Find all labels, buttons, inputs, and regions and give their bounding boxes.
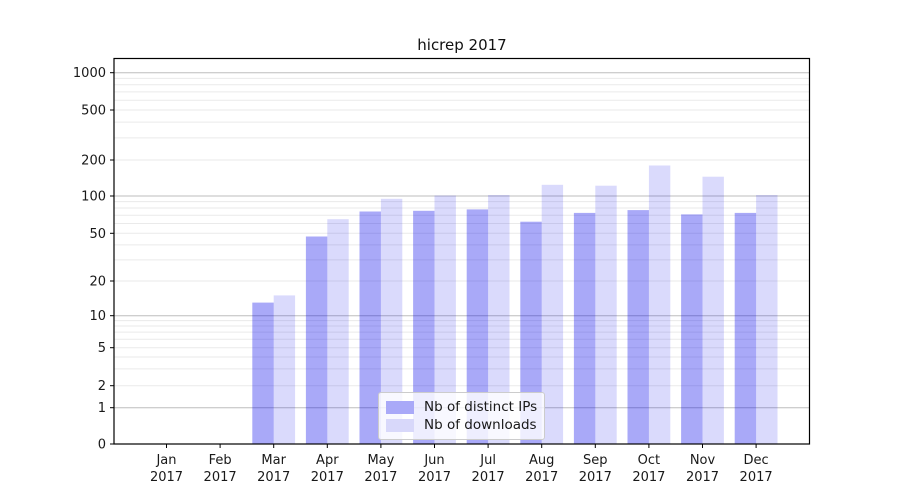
x-tick-label-month: Feb <box>209 453 232 468</box>
x-tick-label-month: Mar <box>261 453 286 468</box>
bar-distinct-ips <box>520 221 542 444</box>
x-tick-label-month: Dec <box>744 453 769 468</box>
x-tick-label-year: 2017 <box>364 470 397 485</box>
x-tick-label-year: 2017 <box>579 470 612 485</box>
bar-downloads <box>756 195 778 444</box>
chart-title: hicrep 2017 <box>417 36 507 54</box>
bar-downloads <box>327 219 349 444</box>
x-tick-label-year: 2017 <box>257 470 290 485</box>
x-tick-label-month: Jun <box>423 453 444 468</box>
y-tick-label: 1000 <box>73 66 106 81</box>
y-tick-label: 0 <box>98 438 106 453</box>
x-tick-label-year: 2017 <box>311 470 344 485</box>
legend-swatch-downloads-icon <box>386 418 414 432</box>
x-tick-label-year: 2017 <box>632 470 665 485</box>
bar-downloads <box>380 198 403 444</box>
bar-downloads <box>434 195 456 444</box>
bar-downloads <box>273 295 296 444</box>
plot-border <box>113 57 811 445</box>
y-tick-label: 1 <box>98 401 106 416</box>
x-tick-label-year: 2017 <box>686 470 719 485</box>
x-tick-label-month: Aug <box>529 453 554 468</box>
x-tick-label-month: Sep <box>583 453 608 468</box>
bar-distinct-ips <box>252 302 274 444</box>
bar-distinct-ips <box>627 210 649 444</box>
bar-downloads <box>702 176 724 444</box>
bar-downloads <box>595 185 617 444</box>
x-tick-label-month: Jul <box>479 453 496 468</box>
x-tick-label-month: Nov <box>690 453 716 468</box>
bar-distinct-ips <box>466 209 489 444</box>
bar-distinct-ips <box>681 214 703 444</box>
bar-downloads <box>488 195 510 444</box>
bar-distinct-ips <box>734 212 757 444</box>
x-tick-label-month: Jan <box>155 453 176 468</box>
y-tick-label: 2 <box>98 379 106 394</box>
legend-label-downloads: Nb of downloads <box>424 417 537 433</box>
bar-distinct-ips <box>305 236 328 444</box>
y-tick-label: 200 <box>81 154 106 169</box>
legend: Nb of distinct IPs Nb of downloads <box>378 392 545 440</box>
bar-downloads <box>541 184 564 445</box>
y-tick-label: 10 <box>89 309 106 324</box>
legend-label-distinct-ips: Nb of distinct IPs <box>424 399 538 415</box>
legend-item-distinct-ips: Nb of distinct IPs <box>386 399 538 415</box>
x-tick-label-year: 2017 <box>525 470 558 485</box>
bar-distinct-ips <box>359 211 381 444</box>
x-tick-label-year: 2017 <box>740 470 773 485</box>
x-tick-label-month: May <box>367 453 394 468</box>
y-tick-label: 50 <box>89 227 106 242</box>
x-tick-label-month: Apr <box>316 453 339 468</box>
legend-item-downloads: Nb of downloads <box>386 417 537 433</box>
bar-downloads <box>648 165 671 444</box>
y-tick-label: 100 <box>81 190 106 205</box>
y-tick-label: 500 <box>81 104 106 119</box>
x-tick-label-year: 2017 <box>150 470 183 485</box>
y-tick-label: 5 <box>98 341 106 356</box>
x-tick-label-year: 2017 <box>204 470 237 485</box>
x-tick-label-year: 2017 <box>472 470 505 485</box>
y-tick-label: 20 <box>89 275 106 290</box>
x-tick-label-month: Oct <box>638 453 660 468</box>
bar-distinct-ips <box>413 210 435 444</box>
x-tick-label-year: 2017 <box>418 470 451 485</box>
legend-swatch-distinct-ips-icon <box>386 400 414 414</box>
bar-distinct-ips <box>573 212 596 444</box>
